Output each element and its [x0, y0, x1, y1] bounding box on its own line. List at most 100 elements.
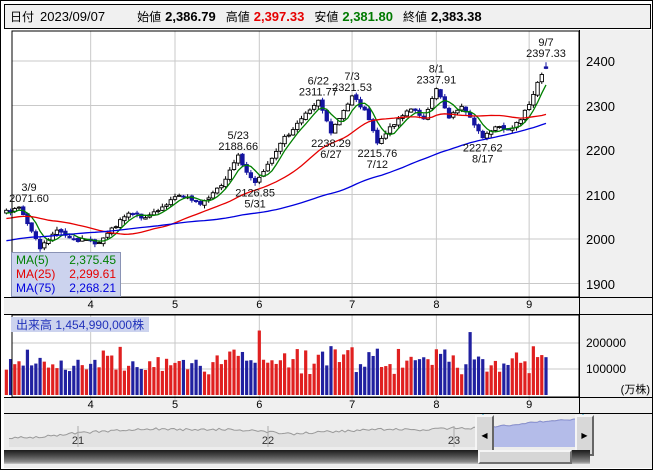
- volume-bar: [257, 330, 261, 395]
- volume-bar: [329, 346, 333, 395]
- scrollbar-thumb[interactable]: [478, 450, 572, 464]
- volume-bar: [105, 355, 110, 395]
- volume-bar: [34, 363, 38, 395]
- volume-bar: [8, 359, 13, 395]
- candle-body: [311, 104, 317, 110]
- low-value: 2,381.80: [342, 9, 393, 24]
- candle-body: [366, 108, 372, 121]
- volume-bar: [114, 369, 118, 395]
- month-axis-label: 4: [87, 399, 94, 411]
- volume-bar: [173, 362, 177, 395]
- close-value: 2,383.38: [430, 9, 482, 24]
- candle-body: [425, 108, 431, 120]
- volume-bar: [270, 360, 274, 395]
- candle-body: [198, 200, 203, 205]
- candle-body: [160, 206, 165, 211]
- candle-body: [282, 135, 287, 145]
- volume-bar: [21, 365, 25, 395]
- candle-body: [324, 109, 329, 122]
- candle-body: [236, 154, 241, 164]
- candle-body: [274, 150, 279, 159]
- volume-bar: [502, 363, 506, 395]
- candle-body: [531, 93, 536, 106]
- volume-bar: [468, 332, 472, 395]
- volume-bar: [333, 349, 337, 395]
- candle-body: [290, 129, 296, 136]
- volume-bar: [228, 351, 232, 395]
- candle-body: [295, 122, 300, 130]
- volume-bar: [320, 351, 325, 395]
- volume-bar: [72, 365, 76, 395]
- scrollbar-track[interactable]: [4, 450, 590, 464]
- candle-body: [33, 231, 39, 239]
- year-label: 22: [262, 435, 274, 447]
- volume-bar: [304, 350, 308, 395]
- candle-body: [206, 197, 211, 200]
- candle-body: [130, 213, 135, 216]
- month-axis-label: 9: [526, 299, 533, 311]
- candle-body: [413, 108, 418, 111]
- navigator-left-arrow-button[interactable]: ◀: [475, 415, 494, 456]
- candle-body: [113, 226, 119, 229]
- candle-body: [442, 96, 447, 109]
- candle-body: [278, 142, 283, 152]
- volume-bar: [164, 358, 169, 395]
- volume-bar: [535, 357, 540, 395]
- volume-bar: [325, 365, 329, 395]
- annotation-value: 2071.60: [9, 193, 49, 205]
- volume-bar: [472, 359, 476, 395]
- volume-bar: [375, 348, 379, 395]
- volume-bar: [38, 357, 42, 395]
- candle-body: [155, 210, 161, 213]
- month-axis-label: 5: [171, 299, 179, 311]
- volume-bar: [55, 368, 59, 395]
- month-axis-label: 5: [171, 399, 179, 411]
- volume-bar: [211, 362, 215, 395]
- candle-body: [164, 204, 169, 207]
- volume-bar: [527, 373, 531, 395]
- month-axis-strip-price: 4 5 6 7 8 9: [4, 297, 579, 314]
- candle-body: [223, 178, 228, 188]
- volume-bar: [519, 362, 523, 395]
- candle-body: [493, 126, 498, 131]
- candle-body: [459, 105, 464, 111]
- candle-body: [29, 222, 34, 232]
- candle-body: [219, 185, 224, 189]
- annotation-value: 2321.53: [332, 82, 372, 94]
- right-axis-column: 2400 2300 2200 2100 2000 1900 200000 100000 (万株): [579, 30, 652, 414]
- volume-bar: [76, 359, 80, 395]
- price-axis-label: 2000: [586, 232, 615, 247]
- month-axis-label: 8: [433, 299, 440, 311]
- volume-bar: [223, 359, 228, 395]
- volume-bar: [148, 361, 152, 395]
- volume-bar: [379, 367, 384, 395]
- month-axis-strip-volume: 4 5 6 7 8 9: [4, 397, 579, 414]
- candle-body: [476, 124, 481, 132]
- volume-bar: [299, 373, 304, 395]
- volume-bar: [198, 365, 202, 395]
- annotation-date: 6/22: [308, 75, 329, 87]
- volume-bar: [84, 369, 89, 395]
- candle-body: [96, 242, 102, 245]
- volume-bar: [4, 369, 8, 395]
- ma75-value: 2,268.21: [69, 280, 116, 295]
- ma75-label: MA(75): [16, 280, 56, 295]
- month-axis-label: 6: [256, 299, 263, 311]
- price-axis-label: 1900: [586, 276, 615, 292]
- volume-bar: [207, 374, 211, 395]
- volume-bar: [30, 365, 34, 395]
- volume-bar: [63, 369, 67, 395]
- volume-bar: [358, 364, 363, 395]
- candle-body: [320, 99, 325, 111]
- annotation-value: 2337.91: [417, 75, 457, 87]
- month-axis-label: 7: [349, 399, 356, 411]
- candle-body: [139, 213, 144, 219]
- volume-bar: [498, 371, 502, 395]
- candle-body: [396, 118, 401, 126]
- volume-bar: [405, 360, 409, 395]
- month-axis-label: 8: [433, 399, 440, 411]
- candle-body: [299, 118, 304, 124]
- volume-bar: [455, 367, 460, 395]
- volume-bar: [371, 355, 375, 395]
